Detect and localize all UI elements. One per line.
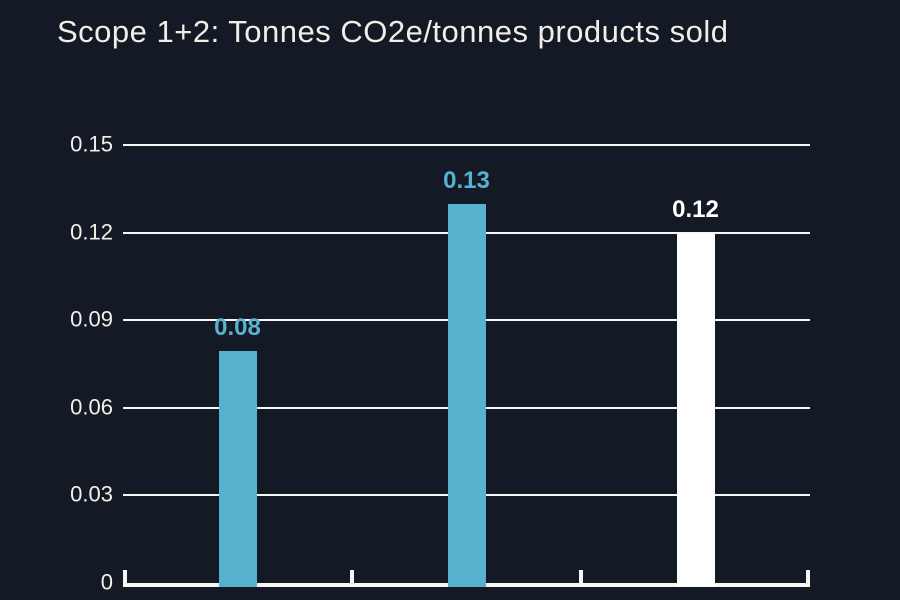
y-tick-label: 0.03 bbox=[70, 481, 113, 507]
y-tick-label: 0.09 bbox=[70, 306, 113, 332]
bar-value-label: 0.13 bbox=[443, 166, 490, 194]
bar-2: 0.13 bbox=[443, 167, 490, 587]
bar-slot: 0.12 bbox=[581, 145, 810, 587]
y-tick-label: 0.06 bbox=[70, 394, 113, 420]
chart-title: Scope 1+2: Tonnes CO2e/tonnes products s… bbox=[57, 14, 729, 49]
x-axis-tick bbox=[579, 570, 583, 583]
x-axis-tick bbox=[123, 570, 127, 583]
plot-area: 0.15 0.12 0.09 0.06 0.03 0 0.08 0.13 bbox=[70, 131, 810, 594]
y-tick-label: 0 bbox=[100, 569, 113, 595]
bar-slot: 0.08 bbox=[123, 145, 352, 587]
y-tick-label: 0.12 bbox=[70, 219, 113, 245]
bar-value-label: 0.12 bbox=[672, 196, 719, 224]
bar-slot: 0.13 bbox=[352, 145, 581, 587]
bar-series: 0.08 0.13 0.12 bbox=[123, 145, 810, 587]
bar-1: 0.08 bbox=[214, 314, 261, 587]
x-axis-tick bbox=[806, 570, 810, 583]
y-tick-label: 0.15 bbox=[70, 131, 113, 157]
x-axis-tick bbox=[349, 570, 354, 583]
bar-value-label: 0.08 bbox=[214, 314, 261, 342]
bar-3: 0.12 bbox=[672, 196, 719, 587]
gridline bbox=[123, 144, 810, 146]
